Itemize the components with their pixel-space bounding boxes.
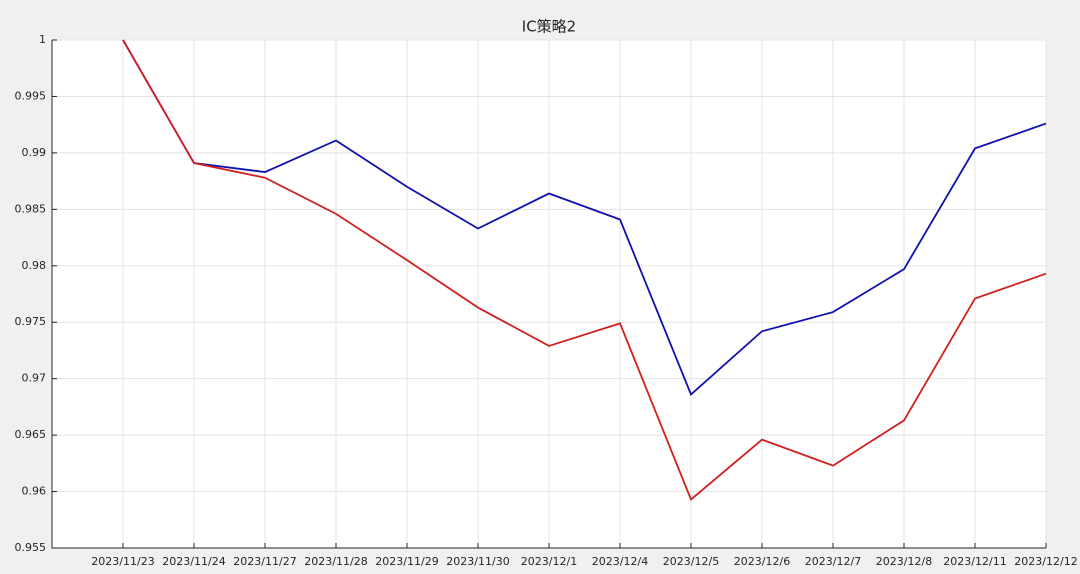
y-tick-label: 0.965 — [15, 428, 47, 441]
x-tick-label: 2023/11/28 — [304, 555, 367, 568]
x-tick-label: 2023/11/23 — [91, 555, 154, 568]
y-tick-label: 0.995 — [15, 89, 47, 102]
x-tick-label: 2023/11/30 — [446, 555, 509, 568]
y-tick-label: 0.98 — [22, 259, 47, 272]
y-tick-label: 0.96 — [22, 485, 47, 498]
x-tick-label: 2023/11/29 — [375, 555, 438, 568]
x-tick-label: 2023/12/1 — [521, 555, 577, 568]
x-tick-label: 2023/12/5 — [663, 555, 719, 568]
chart-title: IC策略2 — [522, 18, 576, 36]
x-tick-label: 2023/12/12 — [1014, 555, 1077, 568]
x-tick-label: 2023/12/7 — [805, 555, 861, 568]
data-line — [122, 39, 1047, 501]
x-tick-label: 2023/11/24 — [162, 555, 225, 568]
x-tick-label: 2023/12/11 — [943, 555, 1006, 568]
x-tick-label: 2023/12/6 — [734, 555, 790, 568]
axis-frame — [51, 40, 1046, 549]
y-tick-label: 0.955 — [15, 541, 47, 554]
y-tick-label: 0.975 — [15, 315, 47, 328]
x-tick-label: 2023/11/27 — [233, 555, 296, 568]
y-tick-label: 0.985 — [15, 202, 47, 215]
x-tick-label: 2023/12/8 — [876, 555, 932, 568]
x-tick-label: 2023/12/4 — [592, 555, 648, 568]
data-line — [122, 39, 1047, 396]
y-tick-label: 1 — [39, 33, 46, 46]
y-tick-label: 0.97 — [22, 372, 47, 385]
y-tick-label: 0.99 — [22, 146, 47, 159]
